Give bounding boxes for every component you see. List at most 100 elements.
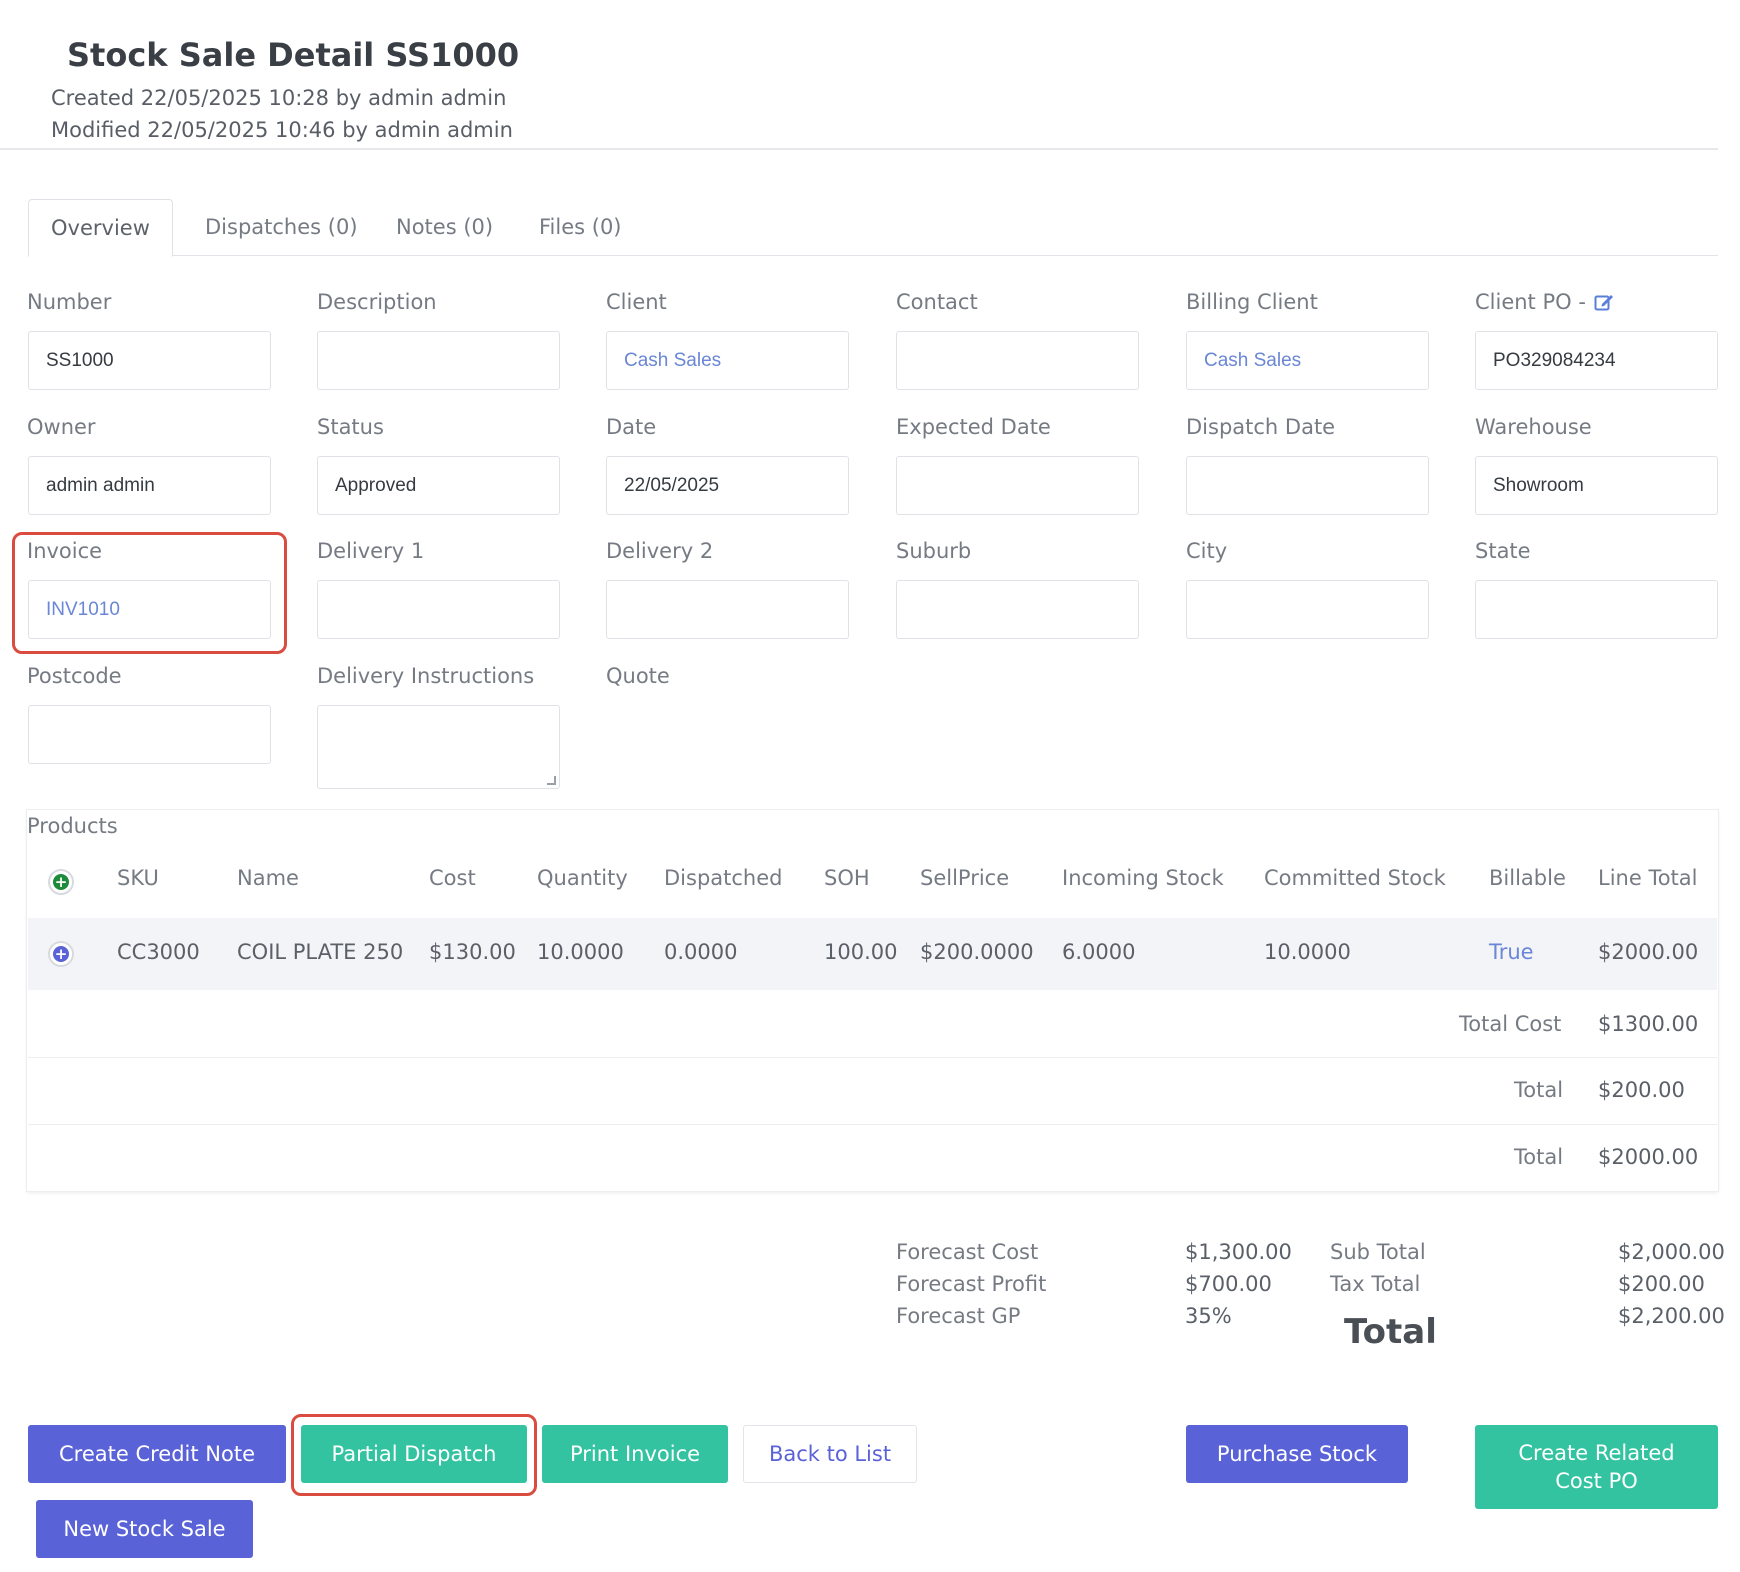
column-header-committed-stock: Committed Stock — [1264, 866, 1446, 890]
cell-incoming-stock: 6.0000 — [1062, 940, 1136, 964]
subtotal-label: Sub Total — [1330, 1240, 1426, 1264]
delivery-instructions-label: Delivery Instructions — [317, 664, 535, 688]
status-label: Status — [317, 415, 384, 439]
create-related-cost-po-label-line1: Create Related — [1518, 1441, 1675, 1465]
cell-sellprice: $200.0000 — [920, 940, 1034, 964]
billing-client-link[interactable]: Cash Sales — [1186, 331, 1429, 390]
table-row — [28, 918, 1717, 990]
column-header-name: Name — [237, 866, 299, 890]
client-po-field[interactable]: PO329084234 — [1475, 331, 1718, 390]
invoice-label: Invoice — [27, 539, 103, 563]
summary-total-cost-value: $1300.00 — [1598, 1012, 1699, 1036]
suburb-field[interactable] — [896, 580, 1139, 639]
tab-dispatches[interactable]: Dispatches (0) — [205, 215, 358, 239]
summary-total-cost-label: Total Cost — [1459, 1012, 1562, 1036]
warehouse-field[interactable]: Showroom — [1475, 456, 1718, 515]
tab-files[interactable]: Files (0) — [539, 215, 622, 239]
tab-overview[interactable]: Overview — [28, 199, 173, 257]
forecast-profit-value: $700.00 — [1185, 1272, 1272, 1296]
postcode-field[interactable] — [28, 705, 271, 764]
summary-divider — [28, 1057, 1717, 1058]
cell-committed-stock: 10.0000 — [1264, 940, 1351, 964]
cell-sku: CC3000 — [117, 940, 200, 964]
partial-dispatch-highlight — [291, 1414, 537, 1496]
owner-field[interactable]: admin admin — [28, 456, 271, 515]
cell-billable-link[interactable]: True — [1489, 940, 1534, 964]
column-header-billable: Billable — [1489, 866, 1566, 890]
state-label: State — [1475, 539, 1531, 563]
contact-field[interactable] — [896, 331, 1139, 390]
invoice-link[interactable]: INV1010 — [28, 580, 271, 639]
summary-total-value: $2000.00 — [1598, 1145, 1699, 1169]
tab-notes[interactable]: Notes (0) — [396, 215, 494, 239]
forecast-profit-label: Forecast Profit — [896, 1272, 1047, 1296]
dispatch-date-field[interactable] — [1186, 456, 1429, 515]
status-field[interactable]: Approved — [317, 456, 560, 515]
description-label: Description — [317, 290, 437, 314]
create-related-cost-po-label-line2: Cost PO — [1555, 1469, 1638, 1493]
date-field[interactable]: 22/05/2025 — [606, 456, 849, 515]
tab-bar: Overview Dispatches (0) Notes (0) Files … — [28, 199, 1718, 257]
cell-quantity: 10.0000 — [537, 940, 624, 964]
delivery2-field[interactable] — [606, 580, 849, 639]
expected-date-field[interactable] — [896, 456, 1139, 515]
delivery-instructions-textarea[interactable] — [317, 705, 560, 789]
invoice-highlight — [12, 532, 287, 654]
page-header: Stock Sale Detail SS1000 Created 22/05/2… — [0, 0, 1718, 150]
summary-total-tax-value: $200.00 — [1598, 1078, 1685, 1102]
city-label: City — [1186, 539, 1228, 563]
billing-client-label: Billing Client — [1186, 290, 1318, 314]
delivery1-field[interactable] — [317, 580, 560, 639]
client-label: Client — [606, 290, 667, 314]
description-field[interactable] — [317, 331, 560, 390]
modified-info: Modified 22/05/2025 10:46 by admin admin — [51, 118, 513, 142]
create-related-cost-po-button[interactable]: Create Related Cost PO — [1475, 1425, 1718, 1509]
warehouse-label: Warehouse — [1475, 415, 1592, 439]
plus-icon: + — [53, 873, 69, 891]
tax-total-label: Tax Total — [1330, 1272, 1421, 1296]
city-field[interactable] — [1186, 580, 1429, 639]
page-title: Stock Sale Detail SS1000 — [67, 36, 520, 74]
column-header-quantity: Quantity — [537, 866, 628, 890]
suburb-label: Suburb — [896, 539, 972, 563]
column-header-sku: SKU — [117, 866, 159, 890]
column-header-sellprice: SellPrice — [920, 866, 1010, 890]
cell-soh: 100.00 — [824, 940, 898, 964]
grand-total-value: $2,200.00 — [1618, 1304, 1725, 1328]
plus-icon: + — [53, 945, 69, 963]
delivery2-label: Delivery 2 — [606, 539, 714, 563]
client-po-label: Client PO - — [1475, 290, 1614, 314]
created-info: Created 22/05/2025 10:28 by admin admin — [51, 86, 507, 110]
expected-date-label: Expected Date — [896, 415, 1051, 439]
quote-label: Quote — [606, 664, 670, 688]
purchase-stock-button[interactable]: Purchase Stock — [1186, 1425, 1408, 1483]
create-credit-note-button[interactable]: Create Credit Note — [28, 1425, 286, 1483]
resize-handle[interactable] — [547, 776, 556, 785]
column-header-soh: SOH — [824, 866, 870, 890]
add-product-button[interactable]: + — [48, 869, 74, 895]
back-to-list-button[interactable]: Back to List — [743, 1425, 917, 1483]
partial-dispatch-button[interactable]: Partial Dispatch — [301, 1425, 527, 1483]
summary-divider — [28, 1124, 1717, 1125]
expand-row-button[interactable]: + — [48, 941, 74, 967]
client-link[interactable]: Cash Sales — [606, 331, 849, 390]
client-po-label-text: Client PO - — [1475, 290, 1586, 314]
column-header-dispatched: Dispatched — [664, 866, 783, 890]
delivery1-label: Delivery 1 — [317, 539, 425, 563]
grand-total-label: Total — [1344, 1312, 1437, 1352]
cell-dispatched: 0.0000 — [664, 940, 738, 964]
state-field[interactable] — [1475, 580, 1718, 639]
subtotal-value: $2,000.00 — [1618, 1240, 1725, 1264]
forecast-cost-label: Forecast Cost — [896, 1240, 1039, 1264]
products-label: Products — [27, 814, 118, 838]
summary-total-tax-label: Total — [1514, 1078, 1564, 1102]
new-stock-sale-button[interactable]: New Stock Sale — [36, 1500, 253, 1558]
dispatch-date-label: Dispatch Date — [1186, 415, 1336, 439]
number-label: Number — [27, 290, 112, 314]
edit-icon[interactable] — [1594, 293, 1614, 311]
print-invoice-button[interactable]: Print Invoice — [542, 1425, 728, 1483]
column-header-line-total: Line Total — [1598, 866, 1698, 890]
column-header-cost: Cost — [429, 866, 476, 890]
column-header-incoming-stock: Incoming Stock — [1062, 866, 1224, 890]
number-field[interactable]: SS1000 — [28, 331, 271, 390]
